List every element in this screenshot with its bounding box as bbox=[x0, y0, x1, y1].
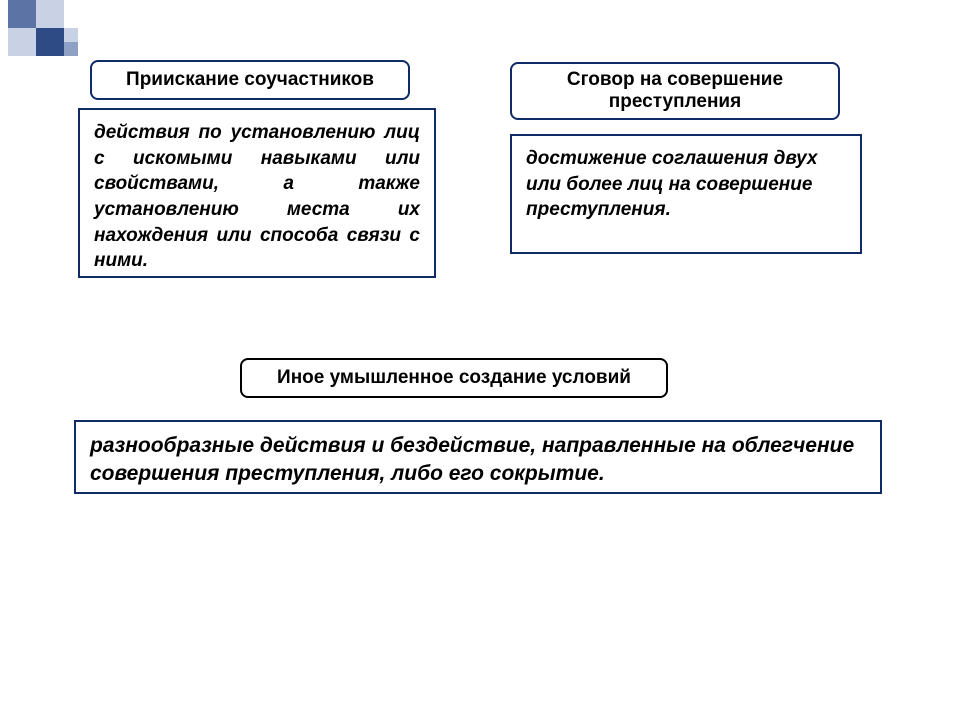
deco-square bbox=[64, 28, 78, 42]
bottom-title-text: Иное умышленное создание условий bbox=[277, 367, 631, 389]
bottom-body-box: разнообразные действия и бездействие, на… bbox=[74, 420, 882, 494]
left-title-text: Приискание соучастников bbox=[126, 69, 374, 91]
left-body-text: действия по установлению лиц с искомыми … bbox=[94, 122, 420, 271]
deco-square bbox=[36, 28, 64, 56]
deco-square bbox=[8, 28, 36, 56]
left-title-box: Приискание соучастников bbox=[90, 60, 410, 100]
right-body-text: достижение соглашения двух или более лиц… bbox=[526, 148, 817, 220]
right-title-text: Сговор на совершение преступления bbox=[520, 69, 830, 113]
deco-square bbox=[8, 0, 36, 28]
deco-square bbox=[64, 42, 78, 56]
deco-square bbox=[36, 0, 64, 28]
bottom-body-text: разнообразные действия и бездействие, на… bbox=[90, 434, 854, 485]
left-body-box: действия по установлению лиц с искомыми … bbox=[78, 108, 436, 278]
bottom-title-box: Иное умышленное создание условий bbox=[240, 358, 668, 398]
right-body-box: достижение соглашения двух или более лиц… bbox=[510, 134, 862, 254]
right-title-box: Сговор на совершение преступления bbox=[510, 62, 840, 120]
